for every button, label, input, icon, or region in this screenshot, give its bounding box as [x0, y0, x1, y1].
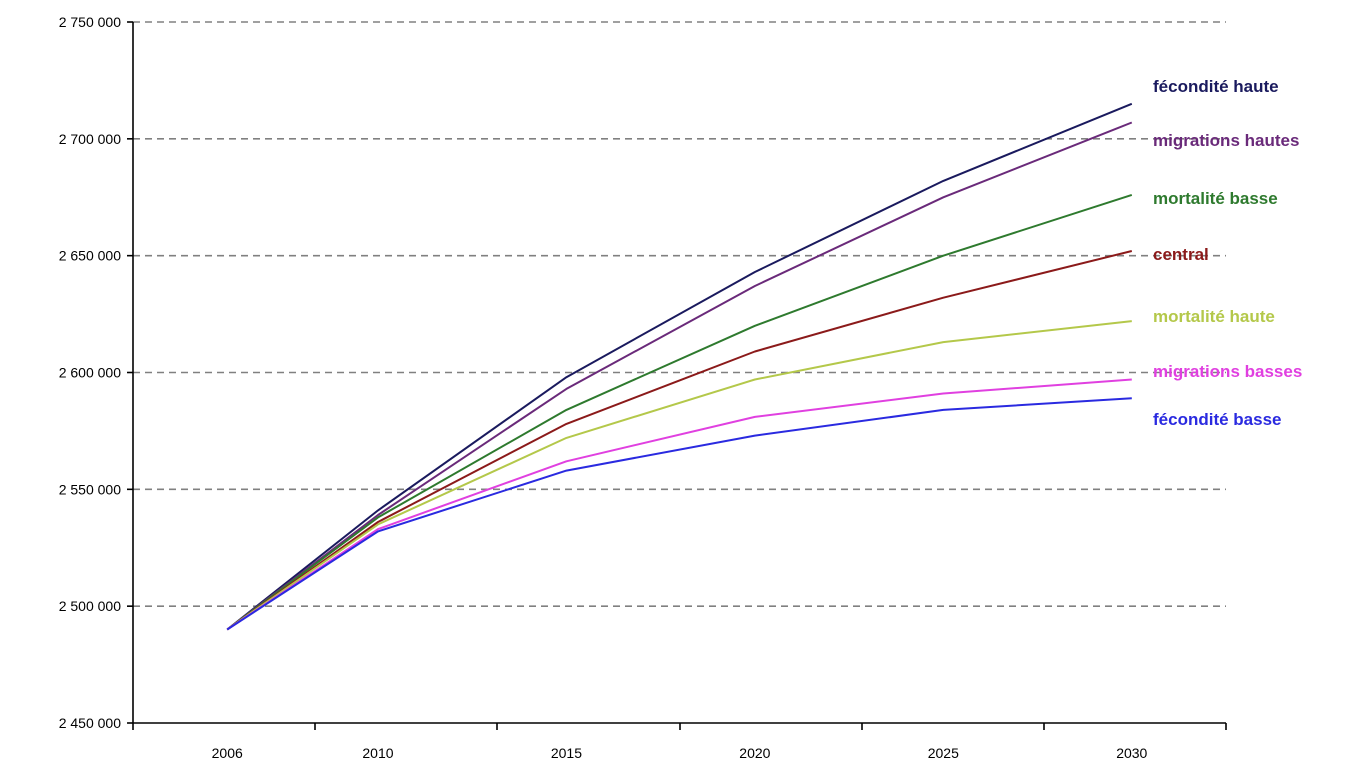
series-label: fécondité basse — [1153, 410, 1282, 429]
series-line — [226, 378, 1132, 631]
series-line — [226, 250, 1133, 631]
x-tick-labels: 2006 2010 2015 2020 2025 2030 — [212, 745, 1148, 761]
gridlines — [133, 21, 1226, 607]
y-tick-label: 2 700 000 — [59, 131, 121, 147]
series-label: central — [1153, 245, 1209, 264]
y-tick-label: 2 600 000 — [59, 365, 121, 381]
series-label: mortalité basse — [1153, 189, 1278, 208]
series-label: fécondité haute — [1153, 77, 1279, 96]
x-tick-label: 2020 — [739, 745, 770, 761]
series-line — [226, 397, 1132, 631]
series-line — [226, 121, 1133, 631]
series-line — [226, 193, 1133, 631]
series-labels: fécondité haute migrations hautes mortalit… — [1153, 77, 1302, 429]
series-label: mortalité haute — [1153, 307, 1275, 326]
series-label: migrations hautes — [1153, 131, 1299, 150]
series-line — [226, 102, 1133, 631]
x-tick-label: 2015 — [551, 745, 582, 761]
y-tick-label: 2 650 000 — [59, 248, 121, 264]
series-line — [226, 320, 1132, 631]
x-tick-label: 2006 — [212, 745, 243, 761]
y-tick-label: 2 750 000 — [59, 14, 121, 30]
x-tick-label: 2025 — [928, 745, 959, 761]
y-tick-labels: 2 450 000 2 500 000 2 550 000 2 600 000 2 65… — [59, 14, 121, 731]
x-tick-label: 2030 — [1116, 745, 1147, 761]
axes — [127, 21, 1227, 730]
series-label: migrations basses — [1153, 362, 1302, 381]
y-tick-label: 2 500 000 — [59, 598, 121, 614]
series-lines — [226, 102, 1133, 631]
y-tick-label: 2 450 000 — [59, 715, 121, 731]
y-tick-label: 2 550 000 — [59, 481, 121, 497]
x-tick-label: 2010 — [362, 745, 393, 761]
